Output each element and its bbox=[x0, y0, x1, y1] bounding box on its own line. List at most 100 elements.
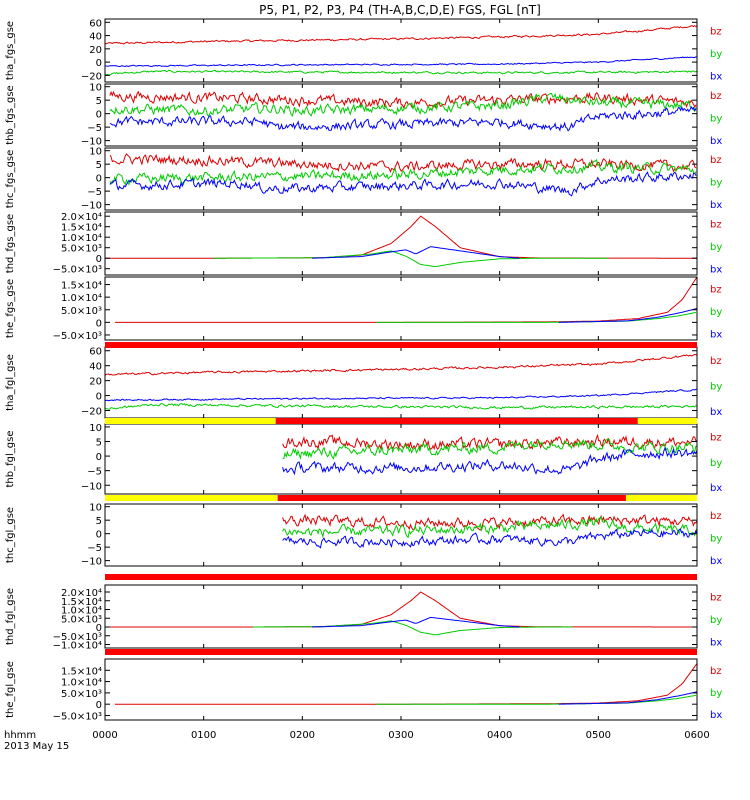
y-tick-label: 1.0×10⁴ bbox=[61, 606, 102, 617]
y-tick-label: 10 bbox=[89, 83, 102, 94]
y-axis-label: thb_fgs_gse bbox=[5, 85, 16, 144]
y-axis-label: tha_fgs_gse bbox=[5, 21, 16, 80]
y-tick-label: 1.5×10⁴ bbox=[61, 666, 102, 677]
y-tick-label: 10 bbox=[89, 423, 102, 434]
y-tick-label: 5 bbox=[96, 438, 102, 449]
panel-tha_fgl_gse: 60 40 20 0 −20 tha_fgl_gse bz by bx bbox=[5, 346, 722, 419]
y-tick-label: 0 bbox=[96, 530, 102, 541]
series-bx-line bbox=[312, 246, 520, 259]
series-bx-line bbox=[558, 691, 697, 705]
series-by-line bbox=[109, 158, 697, 186]
legend-by: by bbox=[710, 177, 722, 188]
y-tick-label: 5.0×10³ bbox=[61, 306, 102, 317]
legend-by: by bbox=[710, 688, 722, 699]
legend-bz: bz bbox=[710, 26, 722, 37]
y-tick-label: −5 bbox=[87, 467, 102, 478]
y-tick-label: 5 bbox=[96, 516, 102, 527]
y-axis-label: thd_fgl_gse bbox=[5, 588, 16, 645]
series-bz-line bbox=[105, 353, 697, 376]
legend-bx: bx bbox=[710, 330, 722, 341]
y-tick-label: 60 bbox=[89, 18, 102, 29]
legend-bx: bx bbox=[710, 200, 722, 211]
legend-by: by bbox=[710, 242, 722, 253]
y-tick-label: −1.0×10⁴ bbox=[53, 641, 102, 652]
time-header-date: 2013 May 15 bbox=[4, 741, 69, 752]
legend-by: by bbox=[710, 113, 722, 124]
series-bx-line bbox=[558, 308, 697, 323]
legend-bz: bz bbox=[710, 91, 722, 102]
y-tick-label: 40 bbox=[89, 32, 102, 43]
series-by-line bbox=[105, 69, 697, 76]
y-tick-label: −5 bbox=[87, 543, 102, 554]
y-tick-label: 0 bbox=[96, 58, 102, 69]
series-by-line bbox=[376, 312, 697, 323]
series-bx-line bbox=[105, 388, 697, 402]
panel-tha_fgs_gse: 60 40 20 0 −20 tha_fgs_gse bz by bx bbox=[5, 18, 722, 82]
y-axis-label: thb_fgl_gse bbox=[5, 431, 16, 488]
x-tick-label: 0500 bbox=[586, 730, 611, 741]
y-axis-label: thd_fgs_gse bbox=[5, 214, 16, 273]
y-tick-label: 1.5×10⁴ bbox=[61, 223, 102, 234]
legend-by: by bbox=[710, 307, 722, 318]
legend-bx: bx bbox=[710, 638, 722, 649]
panel-thc_fgs_gse: 10 5 0 −5 −10 thc_fgs_gse bz by bx bbox=[5, 147, 722, 212]
y-tick-label: 20 bbox=[89, 45, 102, 56]
mode-bar-segment bbox=[637, 418, 697, 424]
y-tick-label: −10 bbox=[81, 201, 102, 212]
series-bx-line bbox=[109, 105, 697, 132]
legend-bz: bz bbox=[710, 155, 722, 166]
y-tick-label: 1.5×10⁴ bbox=[61, 597, 102, 608]
legend-bx: bx bbox=[710, 710, 722, 721]
y-tick-label: −10 bbox=[81, 481, 102, 492]
y-tick-label: 0 bbox=[96, 254, 102, 265]
x-tick-label: 0000 bbox=[92, 730, 117, 741]
legend-bx: bx bbox=[710, 265, 722, 276]
legend-bx: bx bbox=[710, 556, 722, 567]
mode-bar-segment bbox=[105, 649, 697, 655]
series-by-line bbox=[213, 250, 609, 268]
y-tick-label: −5.0×10³ bbox=[53, 711, 102, 722]
legend-bz: bz bbox=[710, 511, 722, 522]
y-tick-label: 5.0×10³ bbox=[61, 689, 102, 700]
series-bx-line bbox=[282, 446, 697, 476]
y-tick-label: 2.0×10⁴ bbox=[61, 212, 102, 223]
y-axis-label: thc_fgs_gse bbox=[5, 150, 16, 209]
y-tick-label: −10 bbox=[81, 557, 102, 568]
legend-bx: bx bbox=[710, 72, 722, 83]
series-bz-line bbox=[282, 513, 697, 531]
legend-bz: bz bbox=[710, 433, 722, 444]
mode-bar-segment bbox=[105, 495, 278, 501]
y-tick-label: 10 bbox=[89, 503, 102, 514]
y-tick-label: 0 bbox=[96, 452, 102, 463]
x-tick-label: 0600 bbox=[684, 730, 709, 741]
legend-by: by bbox=[710, 458, 722, 469]
y-tick-label: −5.0×10³ bbox=[53, 632, 102, 643]
y-axis-label: thc_fgl_gse bbox=[5, 507, 16, 563]
y-tick-label: −10 bbox=[81, 137, 102, 148]
mode-bar-segment bbox=[105, 418, 276, 424]
panel-thb_fgs_gse: 10 5 0 −5 −10 thb_fgs_gse bz by bx bbox=[5, 83, 722, 148]
y-tick-label: 1.5×10⁴ bbox=[61, 281, 102, 292]
series-by-line bbox=[109, 92, 697, 118]
legend-bz: bz bbox=[710, 356, 722, 367]
y-tick-label: −5 bbox=[87, 187, 102, 198]
y-tick-label: 40 bbox=[89, 362, 102, 373]
y-tick-label: 5 bbox=[96, 96, 102, 107]
mode-bars-group bbox=[105, 342, 697, 655]
series-bz-line bbox=[109, 90, 697, 109]
y-axis-label: tha_fgl_gse bbox=[5, 354, 16, 411]
legend-bz: bz bbox=[710, 284, 722, 295]
series-by-line bbox=[282, 515, 697, 539]
y-tick-label: 60 bbox=[89, 347, 102, 358]
series-by-line bbox=[253, 620, 573, 636]
y-tick-label: −5.0×10³ bbox=[53, 331, 102, 342]
series-by-line bbox=[282, 438, 697, 461]
series-bz-line bbox=[105, 591, 697, 628]
y-tick-label: −20 bbox=[81, 407, 102, 418]
y-tick-label: 1.0×10⁴ bbox=[61, 293, 102, 304]
mode-bar-segment bbox=[625, 495, 697, 501]
legend-by: by bbox=[710, 533, 722, 544]
